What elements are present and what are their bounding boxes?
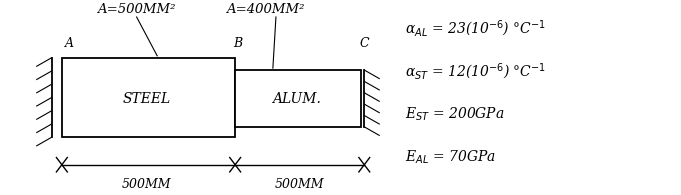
Text: 500MM: 500MM xyxy=(122,178,172,191)
Bar xyxy=(62,58,235,137)
Text: 500MM: 500MM xyxy=(275,178,324,191)
Text: α$_{ST}$ = 12(10$^{-6}$) °C$^{-1}$: α$_{ST}$ = 12(10$^{-6}$) °C$^{-1}$ xyxy=(405,62,546,82)
Text: B: B xyxy=(233,37,242,50)
Text: E$_{ST}$ = 200GPa: E$_{ST}$ = 200GPa xyxy=(405,106,505,123)
Text: C: C xyxy=(360,37,369,50)
Bar xyxy=(235,70,361,127)
Text: A=500MM²: A=500MM² xyxy=(97,3,176,16)
Text: STEEL: STEEL xyxy=(123,92,171,106)
Text: A: A xyxy=(65,37,74,50)
Text: ALUM.: ALUM. xyxy=(272,92,321,106)
Text: α$_{AL}$ = 23(10$^{-6}$) °C$^{-1}$: α$_{AL}$ = 23(10$^{-6}$) °C$^{-1}$ xyxy=(405,18,546,39)
Text: E$_{AL}$ = 70GPa: E$_{AL}$ = 70GPa xyxy=(405,148,496,166)
Text: A=400MM²: A=400MM² xyxy=(227,3,305,16)
